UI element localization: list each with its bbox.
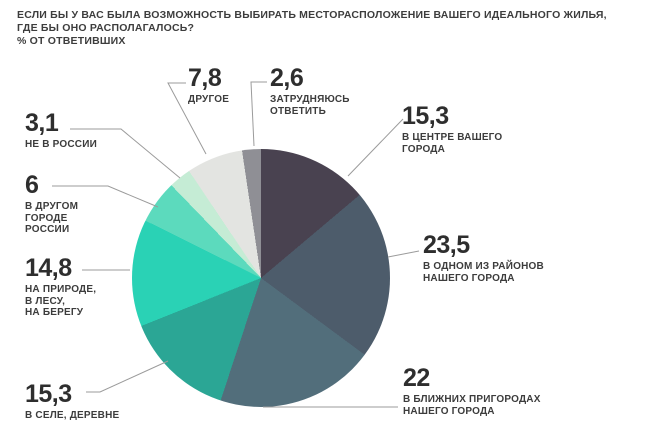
callout-difficult: 2,6 ЗАТРУДНЯЮСЬ ОТВЕТИТЬ [270, 66, 350, 117]
callout-center: 15,3 В ЦЕНТРЕ ВАШЕГО ГОРОДА [402, 104, 502, 155]
callout-value: 22 [403, 364, 430, 392]
callout-label: В ДРУГОМ ГОРОДЕ РОССИИ [25, 201, 79, 235]
callout-suburbs: 22 В БЛИЖНИХ ПРИГОРОДАХ НАШЕГО ГОРОДА [403, 366, 541, 417]
pie-chart [132, 149, 390, 407]
callout-value: 3,1 [25, 109, 59, 137]
callout-village: 15,3 В СЕЛЕ, ДЕРЕВНЕ [25, 382, 119, 422]
callout-label: В БЛИЖНИХ ПРИГОРОДАХ НАШЕГО ГОРОДА [403, 394, 541, 417]
leader-line-difficult [250, 81, 267, 147]
callout-othercity: 6 В ДРУГОМ ГОРОДЕ РОССИИ [25, 173, 78, 236]
callout-value: 2,6 [270, 64, 304, 92]
callout-label: В ЦЕНТРЕ ВАШЕГО ГОРОДА [402, 132, 503, 155]
callout-nature: 14,8 НА ПРИРОДЕ, В ЛЕСУ, НА БЕРЕГУ [25, 256, 96, 319]
chart-title: ЕСЛИ БЫ У ВАС БЫЛА ВОЗМОЖНОСТЬ ВЫБИРАТЬ … [17, 9, 607, 48]
callout-other: 7,8 ДРУГОЕ [188, 66, 229, 106]
callout-notrussia: 3,1 НЕ В РОССИИ [25, 111, 97, 151]
callout-value: 23,5 [423, 231, 470, 259]
callout-label: НЕ В РОССИИ [25, 139, 98, 150]
callout-label: ЗАТРУДНЯЮСЬ ОТВЕТИТЬ [270, 94, 350, 117]
callout-value: 14,8 [25, 254, 72, 282]
callout-districts: 23,5 В ОДНОМ ИЗ РАЙОНОВ НАШЕГО ГОРОДА [423, 233, 544, 284]
callout-label: В ОДНОМ ИЗ РАЙОНОВ НАШЕГО ГОРОДА [423, 261, 544, 284]
callout-label: ДРУГОЕ [188, 94, 230, 105]
callout-value: 15,3 [402, 102, 449, 130]
callout-value: 7,8 [188, 64, 222, 92]
chart-subtitle: % ОТ ОТВЕТИВШИХ [17, 35, 126, 47]
callout-label: НА ПРИРОДЕ, В ЛЕСУ, НА БЕРЕГУ [25, 284, 97, 318]
callout-label: В СЕЛЕ, ДЕРЕВНЕ [25, 410, 120, 421]
leader-line-center [347, 118, 404, 177]
chart-title-line2: ГДЕ БЫ ОНО РАСПОЛАГАЛОСЬ? [17, 22, 195, 34]
chart-title-line1: ЕСЛИ БЫ У ВАС БЫЛА ВОЗМОЖНОСТЬ ВЫБИРАТЬ … [17, 9, 607, 21]
callout-value: 15,3 [25, 380, 72, 408]
leader-line-districts [387, 250, 420, 258]
callout-value: 6 [25, 171, 39, 199]
